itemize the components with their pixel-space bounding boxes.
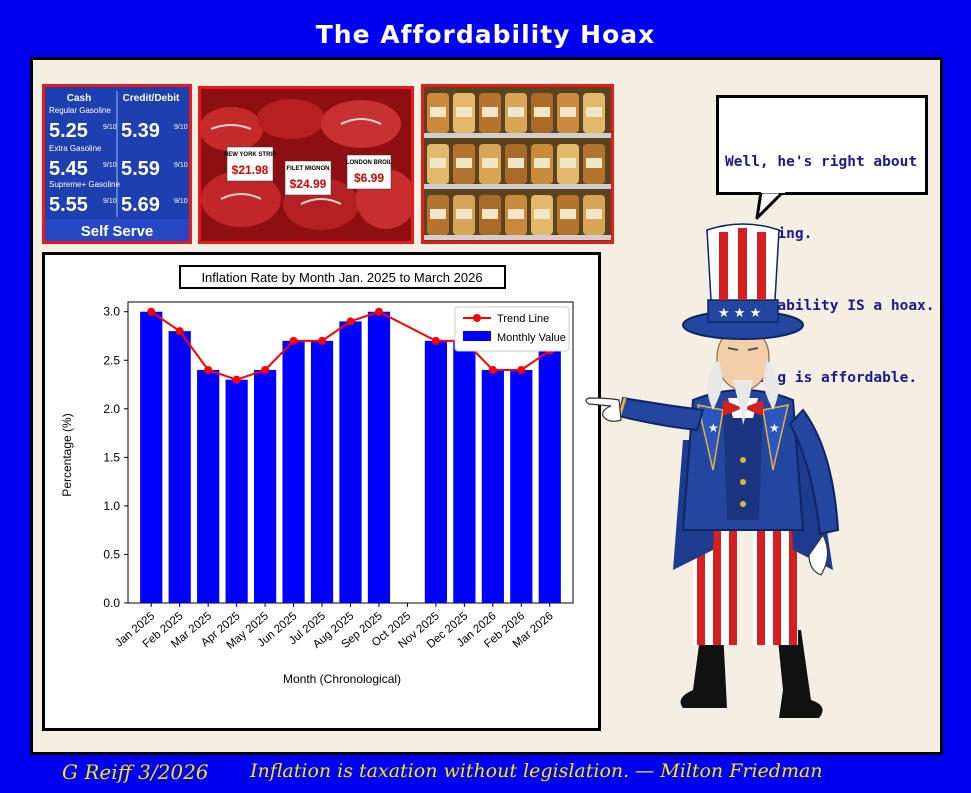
gas-fraction: 9/10 — [174, 124, 188, 131]
bread-shelf-graphic — [424, 93, 611, 240]
bar — [197, 369, 220, 603]
trend-point — [204, 365, 213, 374]
trend-line — [150, 310, 551, 381]
gas-grade-extra: Extra Gasoline — [49, 144, 102, 153]
gas-grade-regular: Regular Gasoline — [49, 106, 111, 115]
gas-self-serve-label: Self Serve — [81, 223, 154, 240]
bar — [253, 369, 277, 603]
gas-price-supreme-cash: 5.55 — [49, 194, 88, 216]
legend-bar-swatch — [463, 331, 491, 341]
bar — [168, 331, 191, 603]
meat-tag-price: $21.98 — [232, 163, 269, 177]
y-tick-label: 2.5 — [103, 353, 120, 367]
gas-fraction: 9/10 — [174, 162, 188, 169]
speech-bubble: Well, he's right about one thing. Afford… — [716, 95, 935, 386]
inflation-chart: Inflation Rate by Month Jan. 2025 to Mar… — [42, 252, 601, 731]
speech-line: Well, he's right about — [725, 154, 918, 170]
y-tick-label: 1.0 — [103, 499, 120, 513]
pointing-hand — [585, 397, 622, 422]
gas-price-regular-credit: 5.39 — [121, 120, 160, 142]
meat-case-graphic: NEW YORK STRIP $21.98 FILET MIGNON $24.9… — [201, 89, 411, 241]
price-tag — [346, 154, 392, 190]
y-tick-label: 2.0 — [103, 402, 120, 416]
page-title: The Affordability Hoax — [315, 20, 656, 49]
trend-point — [289, 336, 298, 345]
svg-text:★: ★ — [708, 421, 719, 435]
y-tick-label: 1.5 — [103, 450, 120, 464]
y-tick-label: 0.5 — [103, 547, 120, 561]
meat-tag-price: $6.99 — [354, 171, 384, 185]
y-tick-label: 3.0 — [103, 305, 120, 319]
uncle-sam-illustration: ★ ★ ★ ★ ★ — [585, 223, 840, 718]
bar — [140, 311, 163, 603]
bar — [225, 379, 248, 603]
chart-legend: Trend Line Monthly Value — [454, 306, 570, 352]
price-tag — [284, 160, 332, 196]
bar — [367, 311, 391, 603]
trend-point — [517, 365, 526, 374]
bar — [538, 350, 561, 603]
gas-header-cash: Cash — [67, 93, 91, 104]
bar — [282, 340, 305, 603]
legend-bar-label: Monthly Value — [497, 332, 566, 344]
y-tick-label: 0.0 — [103, 596, 120, 610]
trend-point — [261, 365, 270, 374]
bar — [510, 369, 533, 603]
bar — [453, 340, 476, 603]
gas-grade-supreme: Supreme+ Gasoline — [49, 180, 120, 189]
meat-tag-label: FILET MIGNON — [287, 166, 330, 172]
bar — [424, 340, 448, 603]
bar — [310, 340, 334, 603]
chart-title: Inflation Rate by Month Jan. 2025 to Mar… — [201, 270, 482, 285]
speech-bubble-tail — [755, 192, 785, 220]
chart-svg: Inflation Rate by Month Jan. 2025 to Mar… — [60, 265, 574, 686]
gas-fraction: 9/10 — [174, 198, 188, 205]
gas-price-supreme-credit: 5.69 — [121, 194, 160, 216]
x-axis-label: Month (Chronological) — [283, 672, 401, 686]
gas-fraction: 9/10 — [103, 124, 117, 131]
trend-point — [175, 327, 184, 336]
artist-credit: G Reiff 3/2026 — [62, 760, 209, 784]
trend-point — [346, 317, 355, 326]
svg-text:★: ★ — [769, 421, 780, 435]
trend-point — [431, 336, 440, 345]
meat-tag-label: NEW YORK STRIP — [224, 152, 276, 158]
trend-point — [147, 307, 156, 316]
footer-quote: Inflation is taxation without legislatio… — [250, 760, 823, 782]
gas-price-sign-photo: Cash Credit/Debit Regular Gasoline 5.25 … — [42, 84, 192, 244]
gas-fraction: 9/10 — [103, 198, 117, 205]
gas-fraction: 9/10 — [103, 162, 117, 169]
trend-point — [232, 375, 241, 384]
y-axis-label: Percentage (%) — [60, 413, 74, 496]
trend-point — [318, 336, 327, 345]
price-tag — [226, 146, 274, 182]
meat-tag-price: $24.99 — [290, 177, 327, 191]
gas-price-extra-cash: 5.45 — [49, 158, 88, 180]
gas-price-regular-cash: 5.25 — [49, 120, 88, 142]
cartoon-panel: Cash Credit/Debit Regular Gasoline 5.25 … — [30, 57, 943, 755]
bar — [339, 321, 362, 603]
gas-header-credit: Credit/Debit — [123, 93, 180, 104]
gas-sign-graphic: Cash Credit/Debit Regular Gasoline 5.25 … — [45, 87, 189, 241]
meat-tag-label: LONDON BROIL — [346, 160, 393, 166]
bar — [481, 369, 504, 603]
meat-case-photo: NEW YORK STRIP $21.98 FILET MIGNON $24.9… — [198, 86, 414, 244]
trend-point — [374, 307, 383, 316]
bread-shelf-photo — [421, 84, 614, 244]
gas-price-extra-credit: 5.59 — [121, 158, 160, 180]
chart-title-box — [179, 265, 506, 289]
svg-text:★ ★ ★: ★ ★ ★ — [718, 306, 761, 321]
trend-point — [488, 365, 497, 374]
legend-trend-marker — [473, 314, 481, 322]
legend-trend-label: Trend Line — [497, 313, 549, 325]
